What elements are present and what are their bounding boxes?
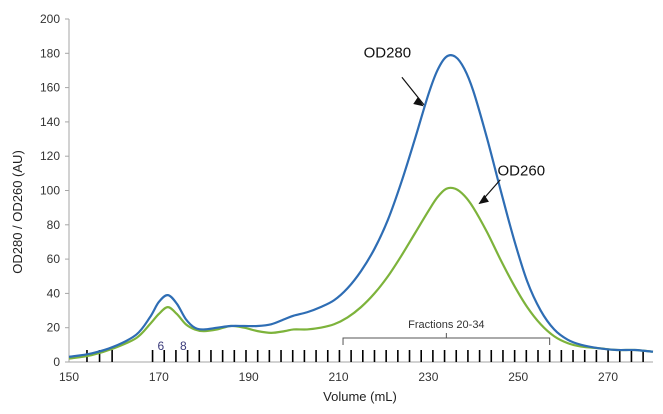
y-tick-label: 200 xyxy=(40,12,60,26)
od280-arrow-line xyxy=(401,76,425,106)
od280-label: OD280 xyxy=(364,44,412,61)
fractions-bracket xyxy=(342,332,551,345)
od260-label: OD260 xyxy=(498,163,546,180)
od280-arrow-head xyxy=(413,97,424,107)
fractions-label: Fractions 20-34 xyxy=(408,319,484,331)
x-tick-label: 230 xyxy=(418,370,438,384)
y-tick-label: 60 xyxy=(47,252,61,266)
series-od260-line xyxy=(68,186,654,360)
fraction-number-label: 6 xyxy=(158,339,165,353)
od260-arrow-head xyxy=(478,194,489,205)
x-tick-label: 190 xyxy=(239,370,259,384)
y-tick-label: 160 xyxy=(40,81,60,95)
y-tick-label: 20 xyxy=(47,321,61,335)
y-tick-label: 180 xyxy=(40,46,60,60)
y-axis-label: OD280 / OD260 (AU) xyxy=(10,150,25,274)
y-tick-label: 100 xyxy=(40,184,60,198)
series-lines xyxy=(68,54,654,360)
x-tick-label: 150 xyxy=(59,370,79,384)
annotations: OD280 OD260 Fractions 20-34 6 8 xyxy=(158,44,551,353)
x-tick-label: 250 xyxy=(508,370,528,384)
y-tick-label: 140 xyxy=(40,115,60,129)
x-tick-label: 270 xyxy=(598,370,618,384)
y-axis-ticks: 0 20 40 60 80 100 120 140 160 180 200 xyxy=(40,12,69,369)
fraction-number-label: 8 xyxy=(180,339,187,353)
y-tick-label: 40 xyxy=(47,286,61,300)
series-od280-line xyxy=(68,54,654,358)
x-tick-label: 170 xyxy=(149,370,169,384)
x-axis-ticks: 150 170 190 210 230 250 270 xyxy=(59,370,618,384)
x-axis-label: Volume (mL) xyxy=(323,389,397,404)
y-tick-label: 80 xyxy=(47,218,61,232)
x-tick-label: 210 xyxy=(329,370,349,384)
fraction-markers xyxy=(86,350,644,362)
y-tick-label: 120 xyxy=(40,149,60,163)
axes xyxy=(68,19,653,363)
y-tick-label: 0 xyxy=(53,355,60,369)
